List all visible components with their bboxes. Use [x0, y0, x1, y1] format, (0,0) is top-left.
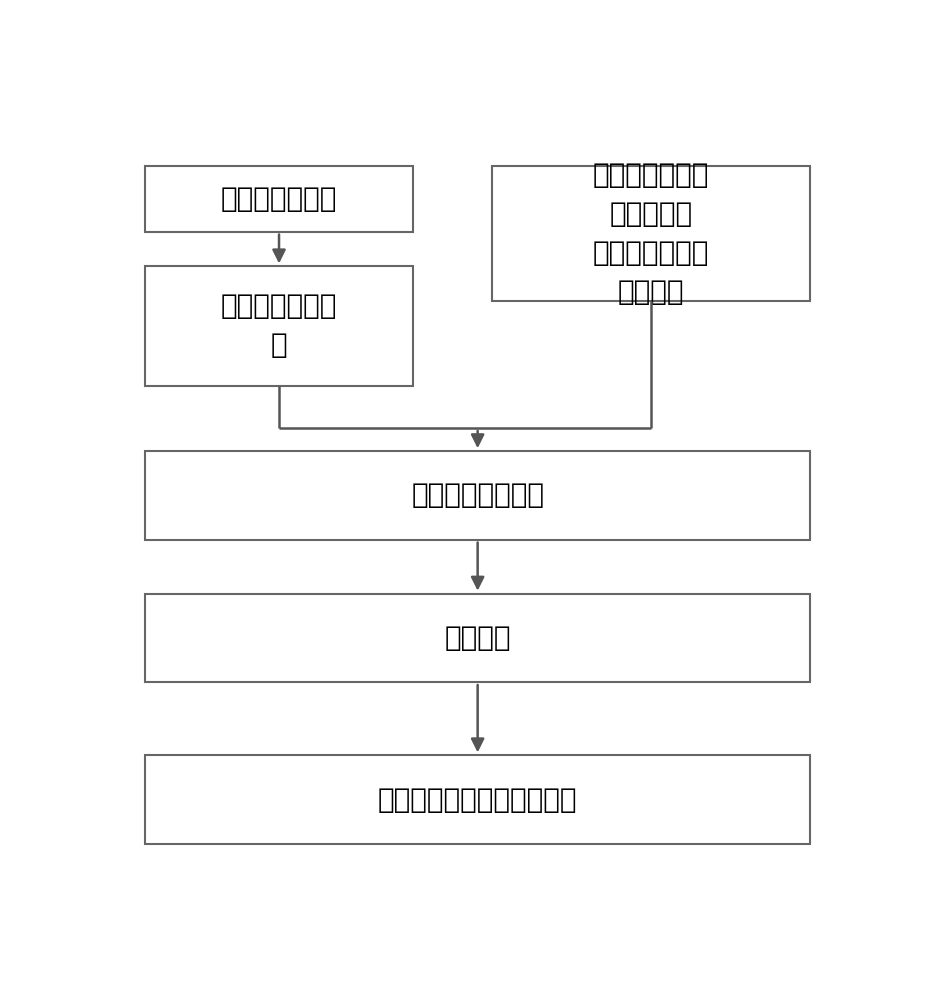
- FancyBboxPatch shape: [145, 166, 413, 232]
- Text: 支持向量回归模
型: 支持向量回归模 型: [221, 292, 337, 359]
- FancyBboxPatch shape: [145, 755, 810, 844]
- FancyBboxPatch shape: [492, 166, 810, 301]
- Text: 光伏电站超短期预测辐照度: 光伏电站超短期预测辐照度: [377, 786, 578, 814]
- FancyBboxPatch shape: [145, 451, 810, 540]
- FancyBboxPatch shape: [145, 594, 810, 682]
- Text: 权重计算: 权重计算: [445, 624, 511, 652]
- Text: 数值天气预报的
第一数据和
数值天气预报的
第二数据: 数值天气预报的 第一数据和 数值天气预报的 第二数据: [593, 161, 709, 306]
- Text: 实际辐照度数据: 实际辐照度数据: [221, 185, 337, 213]
- Text: 相似度和方差计算: 相似度和方差计算: [411, 481, 544, 509]
- FancyBboxPatch shape: [145, 266, 413, 386]
